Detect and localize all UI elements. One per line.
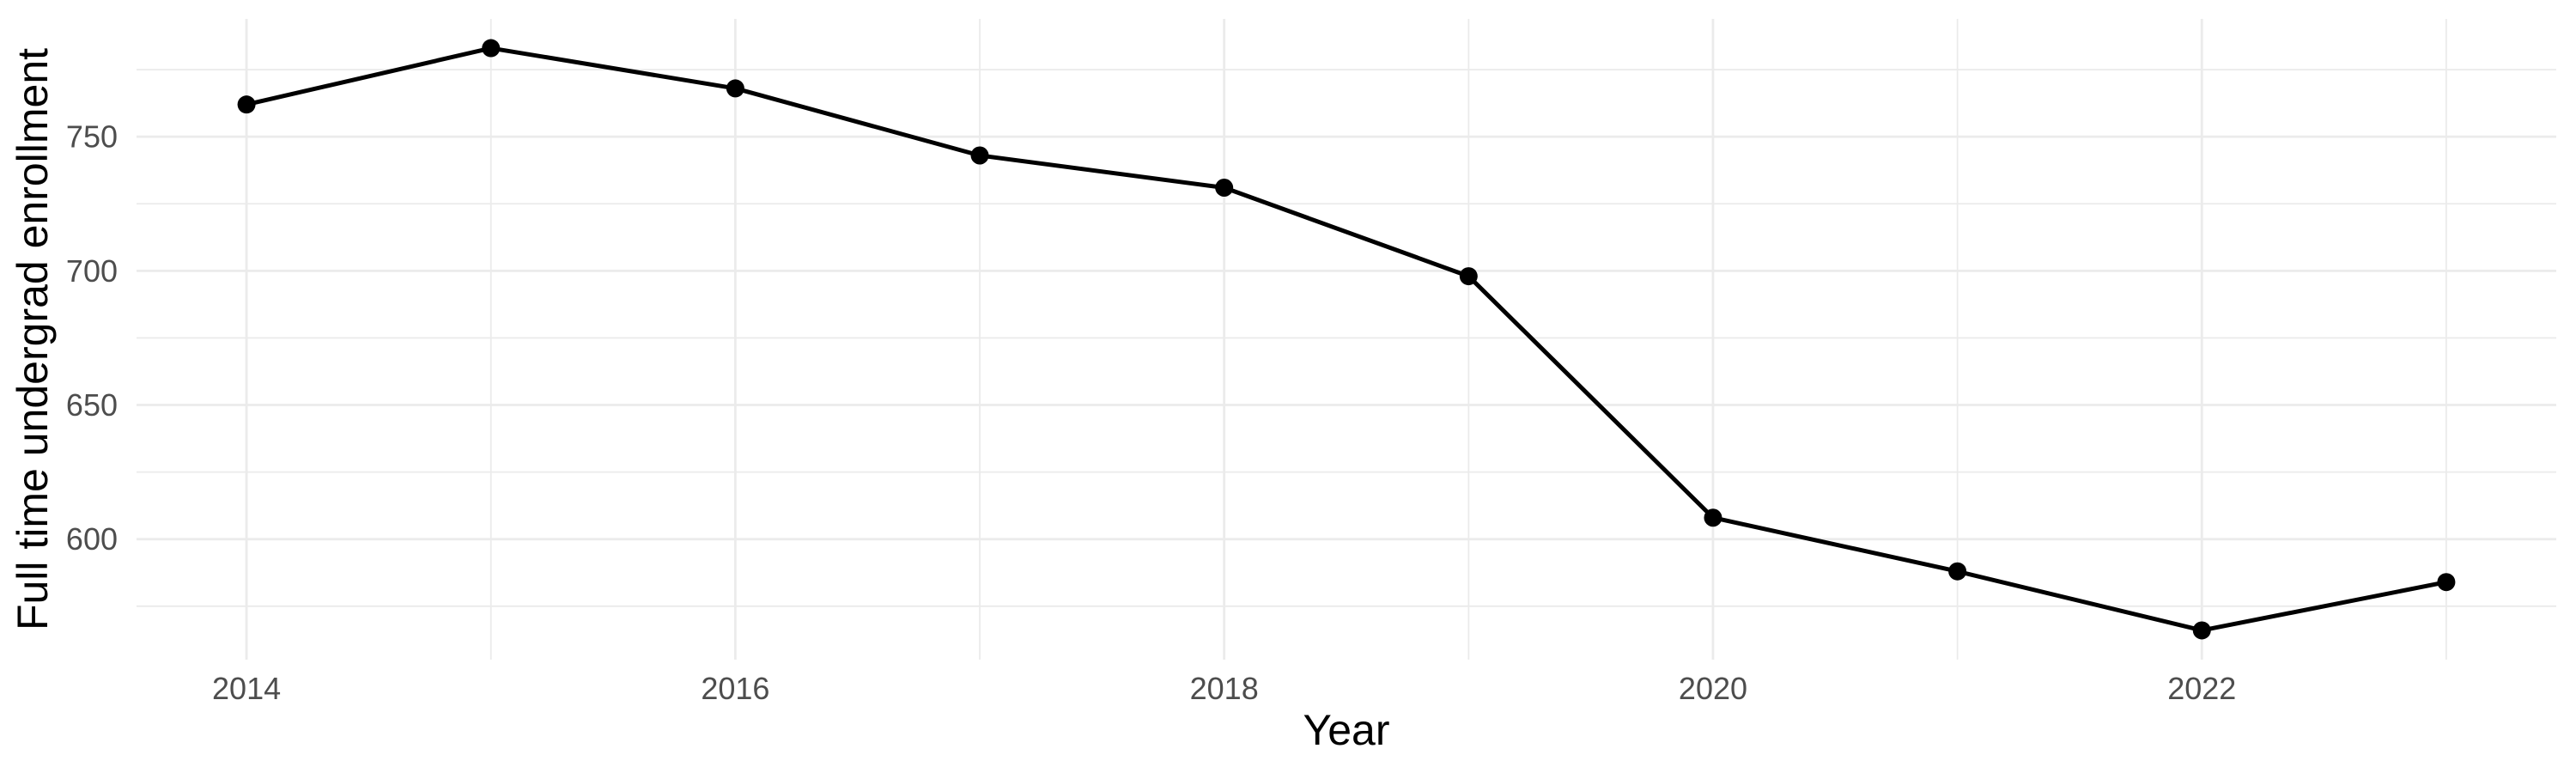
x-tick-label-2016: 2016 <box>701 671 769 706</box>
gridlines-layer <box>137 19 2556 660</box>
data-point-2020 <box>1704 508 1722 527</box>
y-tick-label-650: 650 <box>66 387 118 423</box>
data-point-2015 <box>482 39 501 58</box>
data-point-2021 <box>1948 562 1967 581</box>
data-point-2017 <box>970 146 989 165</box>
series-line <box>244 46 2449 633</box>
data-point-2022 <box>2192 621 2211 640</box>
y-tick-label-700: 700 <box>66 253 118 289</box>
x-tick-label-2018: 2018 <box>1190 671 1259 706</box>
x-tick-label-2022: 2022 <box>2167 671 2236 706</box>
axis-labels-layer: 600 650 700 750 2014 2016 2018 2020 2022 <box>66 119 2236 706</box>
x-tick-label-2020: 2020 <box>1679 671 1747 706</box>
data-point-2016 <box>726 79 744 98</box>
x-tick-label-2014: 2014 <box>212 671 281 706</box>
x-axis-title: Year <box>1303 706 1389 754</box>
data-point-2014 <box>237 95 256 114</box>
y-axis-title: Full time undergrad enrollment <box>9 48 57 630</box>
data-point-2019 <box>1459 267 1478 286</box>
y-tick-label-750: 750 <box>66 119 118 155</box>
y-tick-label-600: 600 <box>66 521 118 557</box>
data-point-2023 <box>2437 573 2456 592</box>
data-point-2018 <box>1215 178 1234 197</box>
series-layer <box>237 39 2456 640</box>
